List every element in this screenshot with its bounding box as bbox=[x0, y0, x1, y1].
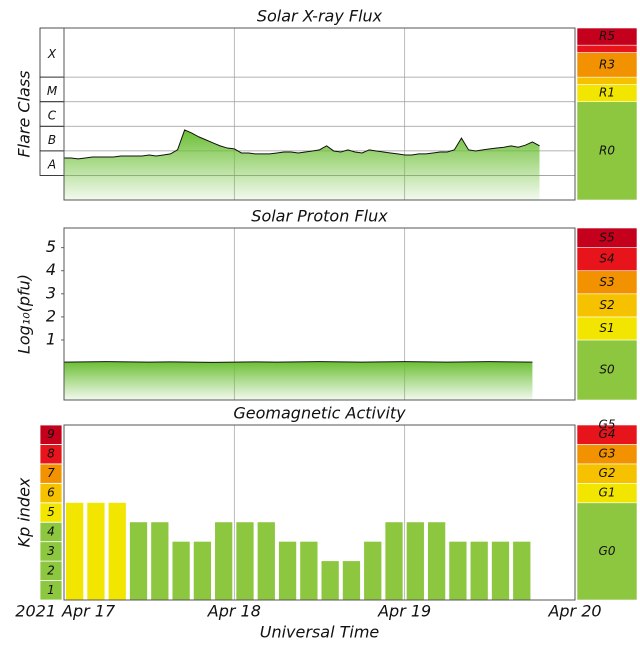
kp-bar bbox=[427, 522, 446, 600]
kp-bar bbox=[385, 522, 403, 600]
y-tick-label: 3 bbox=[46, 283, 56, 302]
y-tick-label: 7 bbox=[47, 466, 55, 480]
scale-label: S1 bbox=[599, 321, 614, 335]
scale-label: S5 bbox=[599, 230, 614, 244]
flux-line bbox=[64, 129, 540, 160]
scale-band bbox=[576, 502, 638, 601]
flux-area bbox=[64, 129, 540, 200]
scale-band bbox=[576, 76, 638, 85]
x-axis-label: Universal Time bbox=[260, 623, 380, 642]
flux-line bbox=[63, 361, 533, 363]
y-axis-label: Kp index bbox=[15, 477, 34, 547]
x-tick-label: Apr 19 bbox=[377, 602, 431, 621]
scale-label: G4 bbox=[599, 427, 616, 441]
kp-bar bbox=[321, 561, 339, 600]
y-tick-label: M bbox=[47, 84, 58, 98]
scale-label: G2 bbox=[599, 466, 616, 480]
x-tick-label: Apr 17 bbox=[61, 602, 116, 621]
panel-title: Solar X-ray Flux bbox=[257, 7, 383, 26]
kp-bar bbox=[236, 522, 254, 600]
kp-bar bbox=[470, 541, 488, 600]
y-tick-label: 8 bbox=[47, 447, 55, 461]
scale-label: S2 bbox=[599, 298, 614, 312]
y-tick-label: 6 bbox=[47, 486, 55, 500]
plot-frame bbox=[63, 27, 576, 201]
scale-band bbox=[576, 424, 638, 445]
y-tick-label: B bbox=[48, 133, 56, 147]
scale-band bbox=[576, 44, 638, 53]
kp-bar bbox=[108, 502, 126, 600]
kp-bar bbox=[129, 522, 148, 600]
y-tick-label: C bbox=[48, 109, 57, 123]
y-axis-label: Log₁₀(pfu) bbox=[15, 274, 34, 354]
scale-label: R1 bbox=[599, 86, 615, 100]
kp-bar bbox=[491, 541, 510, 600]
y-axis-label: Flare Class bbox=[15, 70, 34, 157]
scale-label: G0 bbox=[599, 544, 616, 558]
kp-bar bbox=[449, 541, 467, 600]
panel-title: Geomagnetic Activity bbox=[233, 404, 406, 423]
y-tick-label: 2 bbox=[46, 306, 56, 325]
y-tick-label: A bbox=[47, 158, 56, 172]
plot-frame bbox=[63, 424, 576, 601]
y-tick-label: X bbox=[47, 47, 57, 61]
kp-bar bbox=[193, 541, 212, 600]
plot-frame bbox=[63, 227, 576, 401]
kp-bar bbox=[513, 541, 531, 600]
kp-bar bbox=[278, 541, 297, 600]
kp-bar bbox=[66, 502, 84, 600]
scale-label: R0 bbox=[599, 143, 615, 157]
kp-bar bbox=[257, 522, 275, 600]
y-tick-label: 5 bbox=[46, 237, 56, 256]
kp-bar bbox=[215, 522, 233, 600]
scale-band bbox=[576, 227, 638, 248]
y-tick-label: 5 bbox=[47, 505, 55, 519]
y-tick-label: 4 bbox=[46, 260, 56, 279]
scale-label: S3 bbox=[599, 275, 614, 289]
panel-title: Solar Proton Flux bbox=[251, 207, 388, 226]
y-tick-label: 4 bbox=[47, 524, 55, 538]
year-label: 2021 bbox=[15, 602, 56, 621]
scale-label: G5 bbox=[599, 418, 616, 432]
kp-bar bbox=[87, 502, 105, 600]
flux-area bbox=[64, 361, 533, 400]
kp-bar bbox=[364, 541, 382, 600]
scale-label: R3 bbox=[599, 57, 615, 71]
x-tick-label: Apr 18 bbox=[207, 602, 261, 621]
y-tick-label: 2 bbox=[47, 563, 55, 577]
scale-band bbox=[576, 27, 638, 46]
kp-bar bbox=[342, 561, 361, 600]
y-tick-label: 1 bbox=[47, 583, 55, 597]
scale-band bbox=[576, 101, 638, 201]
y-tick-label: 9 bbox=[47, 427, 55, 441]
scale-label: R5 bbox=[599, 29, 615, 43]
scale-label: S0 bbox=[599, 362, 615, 376]
scale-label: G1 bbox=[599, 486, 616, 500]
kp-bar bbox=[151, 522, 169, 600]
scale-label: G3 bbox=[599, 447, 616, 461]
scale-label: S4 bbox=[599, 252, 614, 266]
kp-bar bbox=[406, 522, 424, 600]
kp-cell bbox=[39, 424, 63, 445]
kp-bar bbox=[300, 541, 318, 600]
kp-bar bbox=[172, 541, 190, 600]
x-tick-label: Apr 20 bbox=[547, 602, 601, 621]
y-tick-label: 3 bbox=[47, 544, 55, 558]
y-tick-label: 1 bbox=[46, 329, 56, 348]
